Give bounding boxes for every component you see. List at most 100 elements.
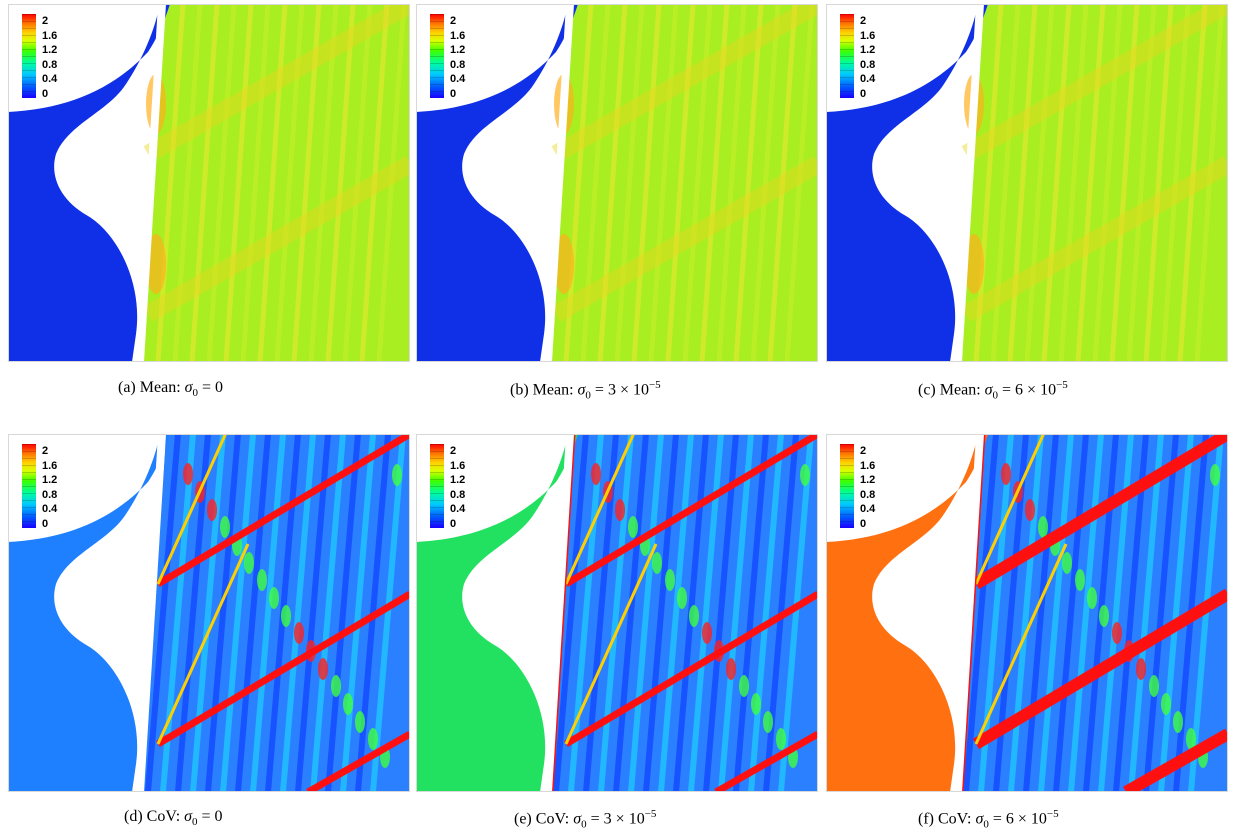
legend-tick: 2 (42, 15, 49, 27)
caption-sigma: σ (573, 810, 582, 828)
panel-b: 2 1.6 1.2 0.8 0.4 0 (416, 4, 818, 362)
caption-subscript: 0 (983, 818, 989, 831)
caption-subscript: 0 (192, 816, 198, 829)
caption-equation: = 6 × 10 (992, 810, 1047, 828)
contour-plot-c (826, 4, 1228, 362)
contour-plot-d (8, 434, 410, 792)
caption-equation: = 0 (202, 379, 224, 396)
legend-tick: 0.4 (42, 503, 58, 515)
blade-profile (954, 4, 984, 362)
panel-a: 2 1.6 1.2 0.8 0.4 0 (8, 4, 410, 362)
legend-tick: 2 (450, 445, 457, 457)
legend-tick: 1.6 (450, 29, 466, 42)
caption-quantity: Mean: (532, 381, 574, 399)
legend-tick: 0.8 (450, 488, 466, 501)
legend-tick: 1.2 (860, 474, 876, 486)
caption-f: (f) CoV: σ0 = 6 × 10−5 (918, 808, 1059, 831)
legend-tick: 0 (450, 87, 457, 100)
legend-tick: 0.4 (860, 503, 876, 515)
inlet-region (826, 434, 988, 792)
inlet-region (416, 4, 578, 362)
inlet-region (8, 434, 170, 792)
legend-tick: 0.4 (860, 73, 876, 85)
legend-tick: 1.6 (860, 29, 876, 42)
legend-tick: 1.6 (42, 29, 58, 42)
contour-plot-f (826, 434, 1228, 792)
legend-tick: 1.2 (450, 474, 466, 486)
contour-plot-b (416, 4, 818, 362)
caption-equation: = 0 (201, 808, 223, 825)
downstream-field (140, 434, 410, 792)
blade-profile (954, 434, 984, 792)
legend-tick: 0.4 (450, 73, 466, 85)
caption-exponent: −5 (648, 379, 661, 391)
caption-subscript: 0 (192, 387, 199, 400)
caption-b: (b) Mean: σ0 = 3 × 10−5 (510, 379, 661, 402)
legend-tick: 1.2 (42, 44, 58, 56)
panel-f: 2 1.6 1.2 0.8 0.4 0 (826, 434, 1228, 792)
caption-equation: = 6 × 10 (1002, 381, 1057, 399)
legend-tick: 2 (860, 15, 867, 27)
caption-d: (d) CoV: σ0 = 0 (124, 808, 223, 828)
caption-label: (d) (124, 808, 143, 825)
caption-label: (a) (118, 379, 136, 396)
blade-profile (544, 434, 574, 792)
caption-sigma: σ (184, 808, 193, 825)
colorbar (430, 14, 444, 98)
panel-d: 2 1.6 1.2 0.8 0.4 0 (8, 434, 410, 792)
caption-equation: = 3 × 10 (594, 381, 649, 399)
caption-subscript: 0 (992, 389, 999, 402)
caption-exponent: −5 (1056, 379, 1068, 391)
panel-c: 2 1.6 1.2 0.8 0.4 0 (826, 4, 1228, 362)
caption-sigma: σ (184, 379, 193, 396)
colorbar (22, 14, 36, 98)
legend-tick: 0 (42, 517, 49, 530)
legend-tick: 0 (42, 87, 49, 100)
caption-exponent: −5 (1046, 808, 1059, 820)
inlet-region (826, 4, 988, 362)
caption-label: (f) (918, 810, 934, 828)
caption-label: (c) (918, 381, 936, 399)
caption-label: (b) (510, 381, 529, 399)
legend-tick: 0 (860, 517, 867, 530)
blade-profile (136, 434, 166, 792)
legend-tick: 2 (450, 15, 457, 27)
caption-quantity: CoV: (937, 810, 972, 828)
blade-profile (136, 4, 166, 362)
inlet-region (8, 4, 170, 362)
legend-tick: 0 (450, 517, 457, 530)
legend-tick: 0.8 (42, 58, 58, 71)
caption-exponent: −5 (644, 808, 657, 820)
legend-tick: 2 (42, 445, 49, 457)
colorbar (840, 14, 854, 98)
blade-profile (544, 4, 574, 362)
caption-equation: = 3 × 10 (590, 810, 645, 828)
legend-tick: 0.8 (42, 488, 58, 501)
legend-tick: 1.6 (860, 459, 876, 472)
caption-sigma: σ (577, 381, 586, 399)
caption-subscript: 0 (581, 818, 587, 831)
legend-tick: 0.4 (450, 503, 466, 515)
caption-quantity: Mean: (139, 379, 181, 396)
colorbar (840, 444, 854, 528)
caption-quantity: CoV: (146, 808, 181, 825)
inlet-region (416, 434, 578, 792)
caption-quantity: Mean: (939, 381, 981, 399)
legend-tick: 1.6 (42, 459, 58, 472)
legend-tick: 2 (860, 445, 867, 457)
caption-quantity: CoV: (535, 810, 570, 828)
downstream-field (548, 434, 818, 792)
legend-tick: 0.4 (42, 73, 58, 85)
contour-plot-a (8, 4, 410, 362)
panel-e: 2 1.6 1.2 0.8 0.4 0 (416, 434, 818, 792)
caption-sigma: σ (984, 381, 993, 399)
caption-subscript: 0 (585, 389, 591, 402)
legend-tick: 1.2 (450, 44, 466, 56)
legend-tick: 0 (860, 87, 867, 100)
colorbar (22, 444, 36, 528)
legend-tick: 1.6 (450, 459, 466, 472)
legend-tick: 1.2 (860, 44, 876, 56)
caption-a: (a) Mean: σ0 = 0 (118, 379, 223, 399)
caption-c: (c) Mean: σ0 = 6 × 10−5 (918, 379, 1068, 402)
caption-sigma: σ (975, 810, 984, 828)
